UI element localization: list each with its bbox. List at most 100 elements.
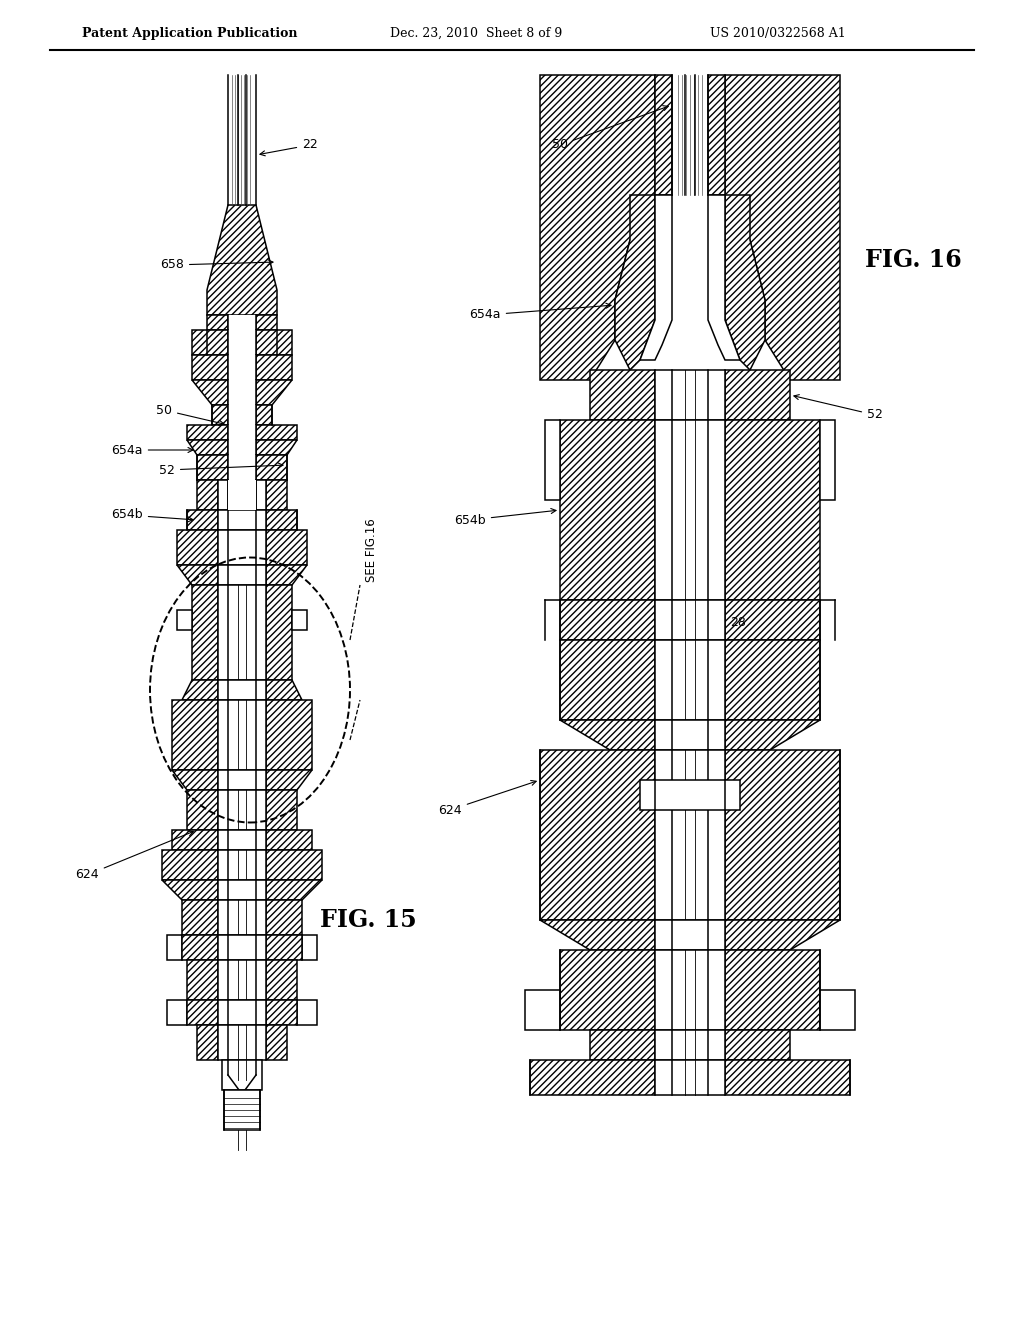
Polygon shape bbox=[725, 420, 820, 601]
Bar bbox=[218, 880, 266, 900]
Polygon shape bbox=[266, 960, 297, 1001]
Polygon shape bbox=[212, 405, 228, 425]
Polygon shape bbox=[256, 425, 297, 440]
Polygon shape bbox=[256, 315, 278, 330]
Polygon shape bbox=[193, 355, 228, 380]
Polygon shape bbox=[560, 640, 655, 719]
Polygon shape bbox=[193, 380, 228, 405]
Polygon shape bbox=[725, 920, 840, 950]
Polygon shape bbox=[193, 585, 218, 680]
Polygon shape bbox=[302, 935, 317, 960]
Polygon shape bbox=[177, 610, 193, 630]
Bar bbox=[218, 510, 266, 531]
Polygon shape bbox=[525, 990, 560, 1030]
Polygon shape bbox=[256, 330, 292, 355]
Bar bbox=[218, 700, 266, 770]
Polygon shape bbox=[266, 531, 307, 565]
Polygon shape bbox=[172, 830, 218, 850]
Polygon shape bbox=[162, 850, 218, 880]
Bar bbox=[218, 960, 266, 1001]
Polygon shape bbox=[187, 425, 228, 440]
Polygon shape bbox=[182, 680, 218, 700]
Polygon shape bbox=[725, 1030, 790, 1060]
Polygon shape bbox=[177, 565, 218, 585]
Polygon shape bbox=[297, 1001, 317, 1026]
Polygon shape bbox=[256, 355, 292, 380]
Polygon shape bbox=[266, 880, 322, 900]
Polygon shape bbox=[266, 770, 312, 789]
Polygon shape bbox=[266, 700, 312, 770]
Polygon shape bbox=[187, 1001, 218, 1026]
Polygon shape bbox=[266, 850, 322, 880]
Bar bbox=[218, 565, 266, 585]
Polygon shape bbox=[725, 370, 790, 420]
Polygon shape bbox=[218, 480, 228, 510]
Polygon shape bbox=[256, 455, 287, 480]
Polygon shape bbox=[266, 900, 302, 935]
Bar bbox=[218, 1026, 266, 1060]
Text: Dec. 23, 2010  Sheet 8 of 9: Dec. 23, 2010 Sheet 8 of 9 bbox=[390, 26, 562, 40]
Text: 624: 624 bbox=[438, 780, 537, 817]
Bar bbox=[655, 370, 725, 420]
Text: 52: 52 bbox=[159, 463, 283, 477]
Polygon shape bbox=[590, 370, 655, 420]
Text: 654b: 654b bbox=[112, 508, 193, 521]
Polygon shape bbox=[187, 789, 218, 830]
Bar bbox=[222, 1060, 262, 1090]
Bar bbox=[655, 1030, 725, 1060]
Polygon shape bbox=[820, 420, 835, 500]
Text: 52: 52 bbox=[794, 395, 883, 421]
Polygon shape bbox=[193, 330, 228, 355]
Polygon shape bbox=[266, 830, 312, 850]
Polygon shape bbox=[820, 990, 855, 1030]
Polygon shape bbox=[292, 610, 307, 630]
Text: SEE FIG.16: SEE FIG.16 bbox=[365, 519, 378, 582]
Bar bbox=[655, 719, 725, 750]
Polygon shape bbox=[197, 480, 218, 510]
Bar bbox=[228, 480, 256, 510]
Bar bbox=[218, 585, 266, 680]
Bar bbox=[655, 950, 725, 1030]
Polygon shape bbox=[187, 510, 218, 531]
Polygon shape bbox=[172, 700, 218, 770]
Bar bbox=[218, 680, 266, 700]
Polygon shape bbox=[560, 420, 655, 601]
Polygon shape bbox=[540, 750, 655, 920]
Polygon shape bbox=[725, 195, 765, 370]
Polygon shape bbox=[266, 585, 292, 680]
Polygon shape bbox=[560, 719, 655, 750]
Text: 50: 50 bbox=[552, 106, 669, 152]
Bar bbox=[655, 1060, 725, 1096]
Bar bbox=[218, 935, 266, 960]
Polygon shape bbox=[725, 601, 820, 640]
Text: 654a: 654a bbox=[469, 304, 611, 322]
Polygon shape bbox=[167, 935, 182, 960]
Text: Patent Application Publication: Patent Application Publication bbox=[82, 26, 298, 40]
Bar bbox=[655, 601, 725, 640]
Bar bbox=[228, 380, 256, 405]
Text: 50: 50 bbox=[156, 404, 224, 425]
Polygon shape bbox=[590, 1030, 655, 1060]
Bar bbox=[228, 355, 256, 380]
Polygon shape bbox=[172, 770, 218, 789]
Polygon shape bbox=[197, 1026, 218, 1060]
Polygon shape bbox=[266, 480, 287, 510]
Polygon shape bbox=[640, 195, 672, 360]
Polygon shape bbox=[540, 920, 655, 950]
Text: US 2010/0322568 A1: US 2010/0322568 A1 bbox=[710, 26, 846, 40]
Polygon shape bbox=[540, 75, 655, 380]
Polygon shape bbox=[266, 1001, 297, 1026]
Text: 654a: 654a bbox=[112, 444, 193, 457]
Polygon shape bbox=[560, 601, 655, 640]
Text: 654b: 654b bbox=[455, 508, 556, 527]
Polygon shape bbox=[560, 950, 655, 1030]
Bar bbox=[218, 900, 266, 935]
Polygon shape bbox=[266, 935, 302, 960]
Polygon shape bbox=[725, 950, 820, 1030]
Polygon shape bbox=[187, 960, 218, 1001]
Text: FIG. 16: FIG. 16 bbox=[865, 248, 962, 272]
Polygon shape bbox=[725, 75, 840, 380]
Polygon shape bbox=[545, 420, 560, 500]
Bar bbox=[228, 315, 256, 330]
Polygon shape bbox=[725, 640, 820, 719]
